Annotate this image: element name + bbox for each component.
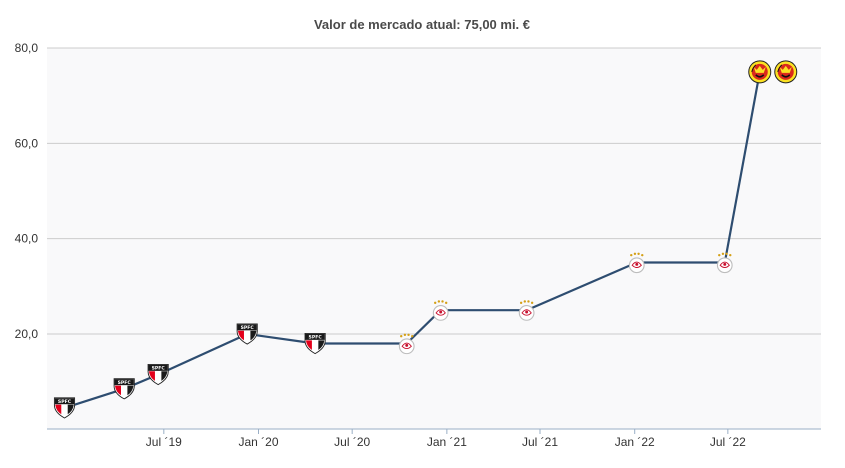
y-tick-label: 80,0 <box>15 41 39 55</box>
gridlines <box>47 47 821 335</box>
y-axis-ticks: 20,0 40,0 60,0 80,0 <box>15 41 39 341</box>
x-tick-label: Jan ´21 <box>427 435 467 449</box>
x-tick-label: Jul ´20 <box>334 435 370 449</box>
x-tick-label: Jan ´22 <box>615 435 655 449</box>
x-axis-ticks: Jul ´19 Jan ´20 Jul ´20 Jan ´21 Jul ´21 Jan ´… <box>146 429 746 449</box>
y-tick-label: 20,0 <box>15 327 39 341</box>
chart-title: Valor de mercado atual: 75,00 mi. € <box>314 17 530 32</box>
current-club-manutd-icon[interactable] <box>774 60 798 84</box>
y-tick-label: 60,0 <box>15 136 39 150</box>
x-tick-label: Jul ´22 <box>710 435 746 449</box>
x-tick-label: Jul ´19 <box>146 435 182 449</box>
x-tick-label: Jul ´21 <box>522 435 558 449</box>
y-tick-label: 40,0 <box>15 232 39 246</box>
x-tick-label: Jan ´20 <box>238 435 278 449</box>
data-point-manutd-icon[interactable] <box>748 60 772 84</box>
